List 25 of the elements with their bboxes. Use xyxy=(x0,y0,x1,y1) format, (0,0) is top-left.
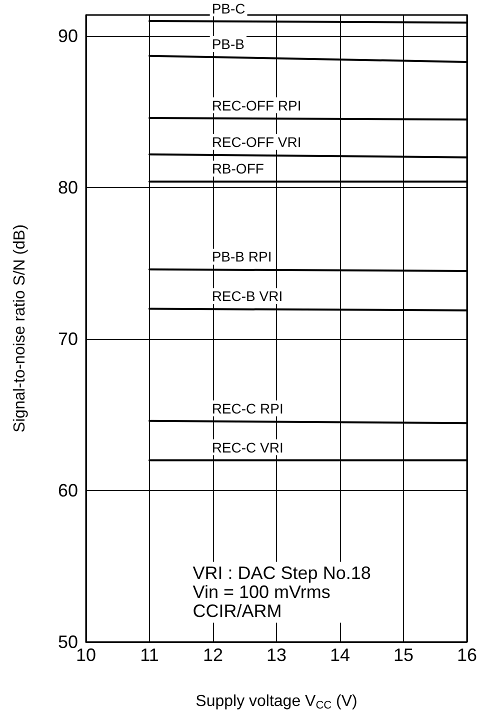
x-tick-label: 12 xyxy=(202,645,224,665)
annotation: CCIR/ARM xyxy=(192,601,282,622)
y-axis-title: Signal-to-noise ratio S/N (dB) xyxy=(12,224,28,433)
y-tick-label: 90 xyxy=(58,26,78,46)
annotation: VRI : DAC Step No.18 xyxy=(192,563,371,584)
series-label: RB-OFF xyxy=(212,160,264,177)
y-tick-label: 50 xyxy=(58,632,78,652)
y-tick-label: 80 xyxy=(58,178,78,198)
x-tick-label: 11 xyxy=(140,645,159,665)
series-label: REC-C RPI xyxy=(212,400,284,416)
series-label: PB-C xyxy=(212,0,246,16)
y-tick-label: 60 xyxy=(58,480,78,501)
annotation: Vin = 100 mVrms xyxy=(192,582,330,602)
x-tick-label: 13 xyxy=(266,645,287,665)
series-label: REC-OFF VRI xyxy=(212,134,302,150)
series-label: PB-B RPI xyxy=(212,248,272,265)
series-label: REC-B VRI xyxy=(212,288,283,304)
series-label: REC-OFF RPI xyxy=(212,97,302,114)
y-tick-label: 70 xyxy=(58,329,78,350)
x-tick-label: 10 xyxy=(76,645,96,665)
x-tick-label: 15 xyxy=(393,645,414,665)
series-label: REC-C VRI xyxy=(212,439,284,456)
x-tick-label: 16 xyxy=(456,645,478,665)
series-label: PB-B xyxy=(212,36,245,52)
x-tick-label: 14 xyxy=(330,645,350,665)
